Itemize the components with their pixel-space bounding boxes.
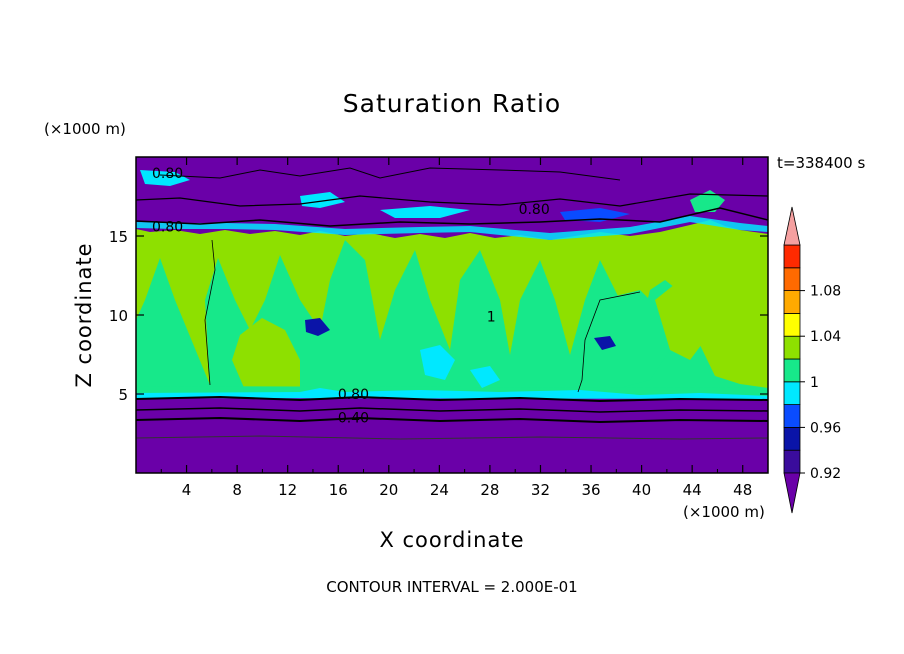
patch-upper-blue-2 xyxy=(380,206,470,218)
colorbar-tick-label: 1 xyxy=(810,375,819,391)
contour-line-upper-2 xyxy=(136,193,768,207)
contour-line-upper-3 xyxy=(159,167,621,181)
y-axis-label: Z coordinate xyxy=(72,242,96,387)
contour-line-080-upper xyxy=(136,207,768,227)
band-upper-blue xyxy=(136,216,768,240)
colorbar-segment xyxy=(783,335,801,360)
contour-label: 0.40 xyxy=(338,411,369,427)
contour-line-lower-left xyxy=(204,239,216,386)
colorbar-tick-label: 0.96 xyxy=(810,420,841,436)
x-tick-label: 12 xyxy=(278,481,297,499)
contour-line-020 xyxy=(136,435,768,440)
x-tick-label: 24 xyxy=(430,481,449,499)
x-tick-label: 32 xyxy=(531,481,550,499)
colorbar-segment xyxy=(783,404,801,428)
cloud-patch-1 xyxy=(420,345,455,380)
patch-upper-blue-4 xyxy=(300,192,345,208)
colorbar-segment xyxy=(783,290,801,314)
colorbar-segment xyxy=(783,449,801,474)
contour-label: 0.80 xyxy=(152,220,183,236)
contour-label: 0.80 xyxy=(338,387,369,403)
contour-label: 0.80 xyxy=(152,166,183,182)
colorbar-over-triangle xyxy=(783,206,801,246)
contour-line-080-lower xyxy=(136,395,768,403)
x-tick-label: 4 xyxy=(182,481,192,499)
x-unit-label: (×1000 m) xyxy=(683,503,765,521)
x-tick-label: 40 xyxy=(632,481,651,499)
y-tick-label: 5 xyxy=(118,386,128,404)
x-tick-label: 20 xyxy=(379,481,398,499)
patch-green-left xyxy=(232,318,300,390)
x-tick-label: 48 xyxy=(733,481,752,499)
y-tick-label: 10 xyxy=(109,307,128,325)
patch-green-right xyxy=(655,280,705,360)
contour-line-060 xyxy=(136,407,768,413)
colorbar-tick-label: 1.04 xyxy=(810,329,841,345)
colorbar-segment xyxy=(783,267,801,291)
contour-labels: 0.80 0.80 0.80 0.80 0.40 1 xyxy=(152,166,550,427)
band-surface-blue xyxy=(136,388,768,399)
colorbar-tick-label: 1.08 xyxy=(810,284,841,300)
cloud-patch-3 xyxy=(594,336,616,350)
x-tick-label: 8 xyxy=(232,481,242,499)
contour-line-040 xyxy=(136,416,768,424)
x-tick-label: 28 xyxy=(480,481,499,499)
x-tick-label: 36 xyxy=(581,481,600,499)
colorbar-segment xyxy=(783,358,801,383)
contour-line-lower-right xyxy=(577,291,641,393)
colorbar-segment xyxy=(783,244,801,269)
patch-upper-blue-3 xyxy=(560,208,630,222)
patch-upper-blue-1 xyxy=(140,170,190,186)
colorbar-segment xyxy=(783,312,801,337)
patch-upper-green-1 xyxy=(690,190,725,212)
colorbar-segment xyxy=(783,426,801,451)
x-axis-ticks: 4 8 12 16 20 24 28 32 36 40 44 48 xyxy=(160,157,752,499)
colorbar: 0.92 0.96 1 1.04 1.08 xyxy=(783,206,841,514)
y-tick-label: 15 xyxy=(109,228,128,246)
footer-contour-interval: CONTOUR INTERVAL = 2.000E-01 xyxy=(326,578,577,596)
colorbar-tick-label: 0.92 xyxy=(810,466,841,482)
y-unit-label: (×1000 m) xyxy=(44,120,126,138)
contour-label: 1 xyxy=(487,310,496,326)
contour-label: 0.80 xyxy=(519,202,550,218)
y-axis-ticks: 5 10 15 xyxy=(109,228,768,404)
x-tick-label: 44 xyxy=(683,481,702,499)
contour-plot-area: 0.80 0.80 0.80 0.80 0.40 1 xyxy=(135,156,769,474)
colorbar-segment xyxy=(783,381,801,405)
x-tick-label: 16 xyxy=(329,481,348,499)
colorbar-under-triangle xyxy=(783,472,801,514)
cloud-patch-4 xyxy=(470,366,500,388)
x-axis-label: X coordinate xyxy=(379,528,524,552)
cloud-patch-2 xyxy=(305,318,330,336)
time-label: t=338400 s xyxy=(777,154,865,172)
contour-lines xyxy=(136,167,768,440)
chart-title: Saturation Ratio xyxy=(343,89,561,118)
patch-band-098-100-right xyxy=(580,290,670,392)
